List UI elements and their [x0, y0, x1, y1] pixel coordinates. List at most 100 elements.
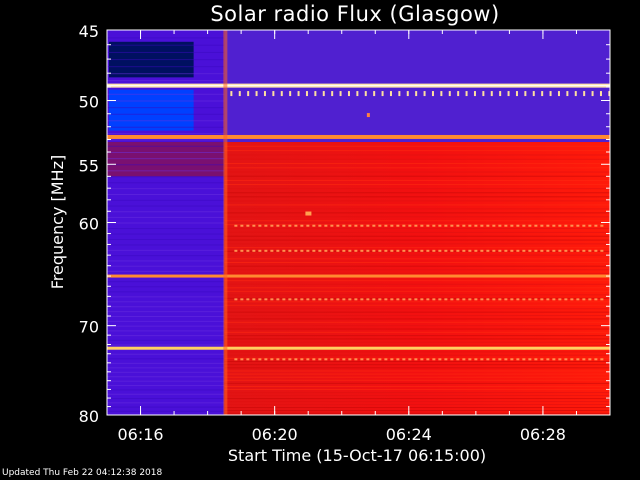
- texture-line: [107, 376, 225, 378]
- event-onset-line: [223, 30, 228, 415]
- interference-dot: [540, 224, 544, 227]
- pulse-mark: [230, 91, 233, 97]
- texture-line: [224, 280, 610, 282]
- interference-dot: [354, 358, 358, 361]
- pulse-mark: [532, 91, 535, 97]
- interference-dot: [534, 358, 538, 361]
- interference-dot: [552, 298, 556, 301]
- x-axis-label: Start Time (15-Oct-17 06:15:00): [228, 446, 486, 465]
- interference-dot: [396, 358, 400, 361]
- texture-line: [224, 200, 610, 202]
- texture-line: [224, 321, 610, 323]
- texture-line: [107, 139, 225, 141]
- texture-line: [107, 93, 225, 95]
- interference-dot: [576, 249, 580, 252]
- pulse-mark: [482, 91, 485, 97]
- pulse-mark: [322, 91, 325, 97]
- interference-dot: [414, 298, 418, 301]
- texture-line: [107, 80, 225, 82]
- interference-dot: [474, 249, 478, 252]
- texture-line: [107, 362, 225, 364]
- interference-dot: [270, 358, 274, 361]
- texture-line: [107, 367, 225, 369]
- y-tick-label: 50: [79, 93, 99, 112]
- interference-dot: [252, 249, 256, 252]
- texture-line: [107, 228, 225, 230]
- interference-dot: [534, 224, 538, 227]
- pulse-mark: [583, 91, 586, 97]
- interference-dot: [366, 358, 370, 361]
- texture-line: [107, 393, 225, 395]
- texture-line: [224, 364, 610, 366]
- interference-dot: [570, 224, 574, 227]
- pulse-mark: [289, 91, 292, 97]
- x-tick-label: 06:28: [520, 425, 566, 444]
- interference-dot: [570, 358, 574, 361]
- texture-line: [224, 265, 610, 267]
- texture-line: [224, 311, 610, 313]
- pulse-mark: [515, 91, 518, 97]
- interference-dot: [324, 249, 328, 252]
- texture-line: [224, 385, 610, 387]
- interference-dot: [252, 358, 256, 361]
- interference-dot: [468, 249, 472, 252]
- interference-dot: [492, 224, 496, 227]
- interference-dot: [288, 358, 292, 361]
- texture-line: [107, 205, 225, 207]
- texture-line: [107, 194, 225, 196]
- interference-dot: [372, 249, 376, 252]
- interference-dot: [546, 249, 550, 252]
- interference-dot: [264, 298, 268, 301]
- interference-dot: [258, 249, 262, 252]
- interference-dot: [324, 358, 328, 361]
- interference-dot: [582, 358, 586, 361]
- texture-line: [224, 208, 610, 210]
- y-tick-label: 60: [79, 215, 99, 234]
- texture-line: [224, 404, 610, 406]
- interference-dot: [564, 224, 568, 227]
- interference-dot: [282, 224, 286, 227]
- texture-line: [107, 170, 225, 172]
- interference-dot: [366, 249, 370, 252]
- interference-dot: [504, 224, 508, 227]
- texture-line: [224, 254, 610, 256]
- interference-dot: [390, 298, 394, 301]
- interference-dot: [258, 224, 262, 227]
- interference-dot: [396, 298, 400, 301]
- interference-dot: [600, 298, 604, 301]
- interference-dot: [456, 298, 460, 301]
- interference-dot: [276, 298, 280, 301]
- texture-line: [107, 316, 225, 318]
- texture-line: [224, 290, 610, 292]
- interference-dot: [432, 249, 436, 252]
- texture-line: [224, 315, 610, 317]
- interference-dot: [318, 249, 322, 252]
- interference-dot: [588, 249, 592, 252]
- interference-dot: [426, 358, 430, 361]
- interference-dot: [300, 249, 304, 252]
- pulse-mark: [599, 91, 602, 97]
- interference-dot: [420, 358, 424, 361]
- interference-dot: [504, 298, 508, 301]
- interference-dot: [360, 249, 364, 252]
- texture-line: [107, 164, 225, 166]
- interference-dot: [402, 224, 406, 227]
- interference-dot: [480, 358, 484, 361]
- texture-line: [224, 228, 610, 230]
- interference-dot: [534, 298, 538, 301]
- texture-line: [224, 224, 610, 226]
- texture-line: [107, 100, 225, 102]
- texture-line: [107, 339, 225, 341]
- texture-line: [107, 216, 225, 218]
- texture-line: [224, 379, 610, 381]
- interference-dot: [516, 358, 520, 361]
- interference-dot: [402, 298, 406, 301]
- interference-dot: [546, 298, 550, 301]
- texture-line: [224, 304, 610, 306]
- interference-dot: [342, 249, 346, 252]
- texture-line: [224, 412, 610, 414]
- interference-dot: [426, 298, 430, 301]
- interference-dot: [378, 358, 382, 361]
- texture-line: [224, 258, 610, 260]
- texture-line: [107, 402, 225, 404]
